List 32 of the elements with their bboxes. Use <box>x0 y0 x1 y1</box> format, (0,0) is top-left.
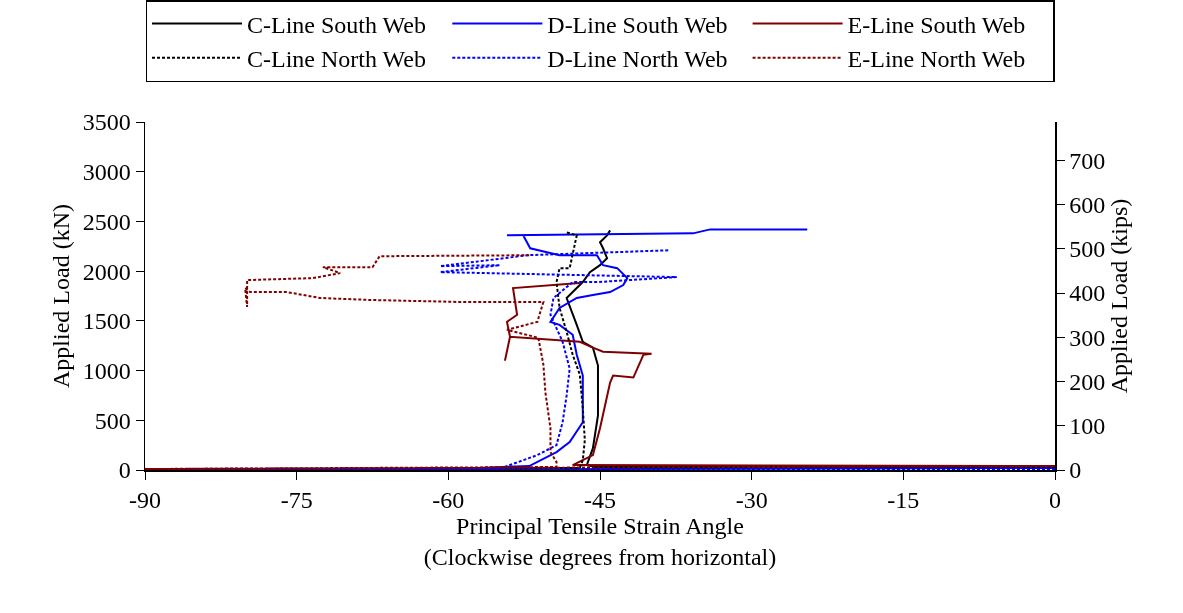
legend-label: C-Line South Web <box>247 11 426 38</box>
x-tick-label: -90 <box>129 487 161 514</box>
y-tick-label: 1500 <box>82 308 131 335</box>
y2-tick-label: 400 <box>1069 280 1106 307</box>
x-tick-label: -45 <box>584 487 616 514</box>
y-tick-label: 500 <box>94 407 131 434</box>
y2-tick-label: 500 <box>1069 236 1106 263</box>
y2-tick-label: 200 <box>1069 368 1106 395</box>
y-tick-label: 2500 <box>82 208 131 235</box>
y-tick-label: 0 <box>118 457 131 484</box>
y2-tick-label: 300 <box>1069 324 1106 351</box>
x-tick-label: -75 <box>280 487 313 514</box>
y2-tick-label: 600 <box>1069 192 1106 219</box>
y2-tick-label: 100 <box>1069 413 1106 440</box>
legend-label: D-Line South Web <box>547 11 728 38</box>
x-tick-label: -15 <box>887 487 920 514</box>
y-tick-label: 3000 <box>82 159 131 186</box>
y2-tick-label: 700 <box>1069 147 1106 174</box>
y-tick-label: 2000 <box>82 258 131 285</box>
legend-label: E-Line South Web <box>847 11 1026 38</box>
y-axis-title: Applied Load (kN) <box>48 204 75 388</box>
legend-label: C-Line North Web <box>247 46 426 73</box>
x-axis-title: Principal Tensile Strain Angle (Clockwise degrees from horizontal) <box>423 513 777 571</box>
y2-tick-label: 0 <box>1069 457 1082 484</box>
y-tick-label: 1000 <box>82 357 131 384</box>
x-tick-label: -30 <box>735 487 768 514</box>
y2-axis-title: Applied Load (kips) <box>1106 198 1133 394</box>
y-tick-label: 3500 <box>82 109 131 136</box>
legend-label: E-Line North Web <box>847 46 1026 73</box>
legend-label: D-Line North Web <box>547 46 728 73</box>
x-tick-label: -60 <box>432 487 465 514</box>
x-tick-label: 0 <box>1049 487 1061 514</box>
